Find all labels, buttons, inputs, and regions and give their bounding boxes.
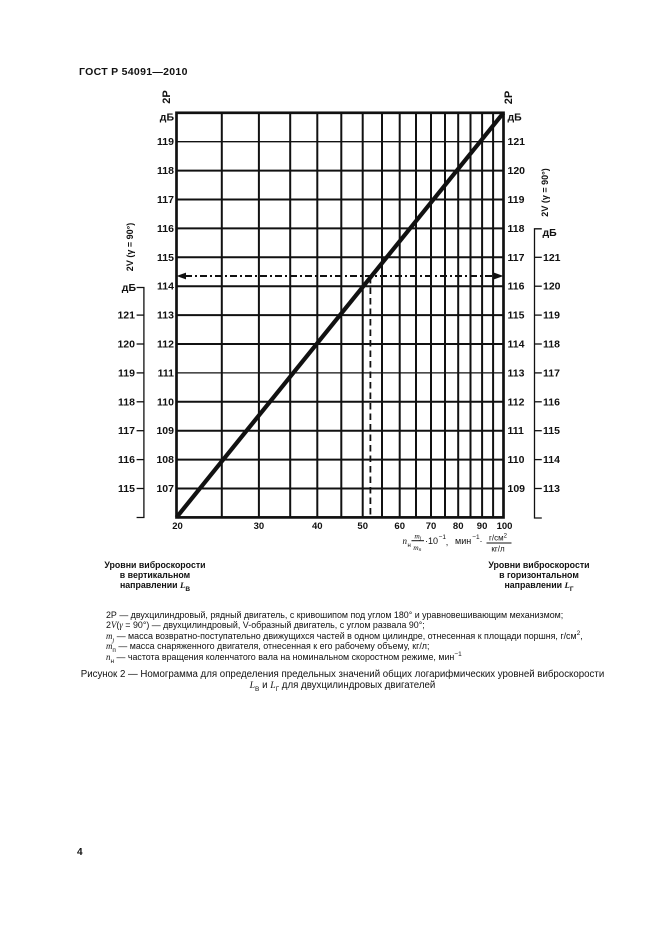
svg-text:·: · [480,536,483,546]
svg-text:109: 109 [508,483,526,495]
svg-text:20: 20 [172,521,183,532]
svg-text:,: , [446,537,449,547]
svg-text:мин: мин [455,536,471,546]
svg-text:119: 119 [543,310,560,322]
svg-text:30: 30 [254,521,265,532]
svg-text:112: 112 [508,396,525,408]
svg-text:113: 113 [508,367,525,379]
svg-text:2V (γ = 90°): 2V (γ = 90°) [540,168,550,216]
svg-text:80: 80 [453,521,464,532]
svg-text:115: 115 [543,425,560,437]
svg-text:117: 117 [118,425,135,437]
svg-text:119: 119 [508,194,525,206]
svg-text:118: 118 [508,223,525,235]
svg-text:90: 90 [477,521,488,532]
svg-text:119: 119 [118,367,135,379]
svg-text:118: 118 [157,165,174,177]
svg-text:114: 114 [543,454,560,466]
svg-text:г/см2: г/см2 [489,534,508,543]
svg-text:116: 116 [118,454,135,466]
svg-text:2V (γ = 90°): 2V (γ = 90°) [125,223,135,271]
svg-text:117: 117 [508,252,525,264]
svg-text:−1: −1 [439,534,447,541]
svg-text:дБ: дБ [543,227,558,239]
svg-text:121: 121 [117,310,135,322]
svg-text:кг/л: кг/л [491,545,505,554]
svg-text:114: 114 [508,339,525,351]
svg-text:40: 40 [312,521,323,532]
svg-text:60: 60 [394,521,405,532]
svg-text:−1: −1 [472,534,480,541]
svg-text:116: 116 [508,281,525,293]
svg-text:дБ: дБ [508,112,523,124]
svg-text:113: 113 [543,483,560,495]
svg-text:116: 116 [157,223,174,235]
svg-text:116: 116 [543,396,560,408]
svg-text:118: 118 [118,396,135,408]
svg-text:120: 120 [543,281,561,293]
svg-text:117: 117 [157,194,174,206]
svg-text:дБ: дБ [122,282,137,294]
svg-text:121: 121 [543,252,561,264]
svg-text:2Р: 2Р [503,91,515,104]
svg-text:115: 115 [118,483,135,495]
svg-text:108: 108 [156,454,174,466]
svg-text:115: 115 [157,252,174,264]
svg-text:120: 120 [508,165,526,177]
svg-text:110: 110 [157,396,174,408]
svg-text:117: 117 [543,367,560,379]
svg-text:113: 113 [157,310,174,322]
svg-text:70: 70 [426,521,437,532]
svg-text:114: 114 [157,281,174,293]
svg-text:107: 107 [156,483,174,495]
svg-text:2Р: 2Р [161,90,173,103]
svg-text:n: n [403,536,408,546]
svg-text:120: 120 [117,339,135,351]
svg-text:121: 121 [508,136,526,148]
svg-text:119: 119 [157,136,174,148]
svg-text:дБ: дБ [160,112,175,124]
svg-text:100: 100 [497,521,513,532]
svg-text:50: 50 [357,521,368,532]
svg-text:115: 115 [508,310,525,322]
svg-text:·10: ·10 [425,536,438,546]
svg-text:112: 112 [157,339,174,351]
svg-text:118: 118 [543,339,560,351]
svg-text:110: 110 [508,454,525,466]
svg-text:mj: mj [414,532,421,542]
svg-text:н: н [408,543,411,549]
svg-text:111: 111 [158,367,175,379]
svg-text:111: 111 [508,425,525,437]
svg-text:mп: mп [413,543,421,553]
svg-text:109: 109 [156,425,174,437]
